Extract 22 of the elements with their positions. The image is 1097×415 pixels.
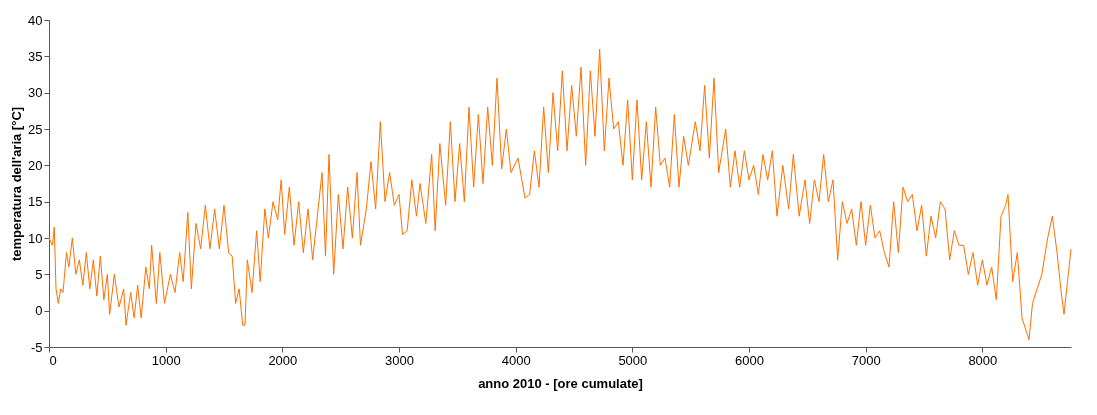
y-tick-label: 5 [35,266,43,282]
x-axis-title: anno 2010 - [ore cumulate] [478,375,643,391]
x-tick-label: 7000 [851,352,881,368]
y-tick-label: 10 [28,230,43,246]
x-tick-label: 8000 [968,352,998,368]
y-tick-label: 0 [35,303,43,319]
y-tick-label: 40 [28,12,43,28]
x-tick-label: 4000 [501,352,531,368]
x-tick-label: 0 [49,352,57,368]
x-tick-label: 2000 [268,352,298,368]
x-tick-label: 3000 [385,352,414,368]
y-tick-label: 35 [28,48,43,64]
x-tick-label: 6000 [735,352,764,368]
x-tick-label: 5000 [618,352,648,368]
y-tick-label: -5 [30,339,43,355]
y-tick-label: 15 [28,194,43,210]
y-tick-label: 20 [28,157,43,173]
y-axis-title: temperatura dell'aria [°C] [9,106,25,262]
y-tick-label: 25 [28,121,43,137]
line-series [48,48,1072,341]
x-tick-label: 1000 [151,352,181,368]
y-tick-label: 30 [28,85,43,101]
